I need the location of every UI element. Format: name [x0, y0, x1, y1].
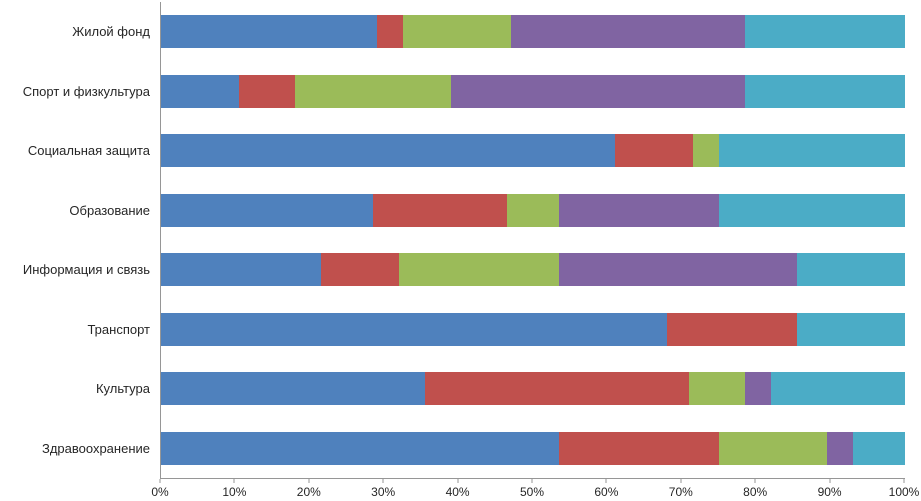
stacked-bar	[161, 134, 905, 168]
stacked-bar	[161, 372, 905, 406]
x-tick-mark	[382, 479, 384, 483]
stacked-bar	[161, 193, 905, 227]
x-tick-label: 0%	[151, 485, 169, 499]
category-label: Здравоохранение	[41, 440, 150, 456]
y-axis-labels: Жилой фонд Спорт и физкультура Социальная …	[0, 2, 150, 478]
bar-segment-purple	[510, 15, 746, 49]
x-tick-label: 40%	[445, 485, 470, 499]
bar-row	[161, 300, 905, 360]
bar-row	[161, 121, 905, 181]
stacked-bar	[161, 253, 905, 287]
bar-segment-blue	[161, 15, 377, 49]
bar-segment-blue	[161, 134, 615, 168]
bar-segment-green	[294, 74, 452, 108]
bar-segment-blue	[161, 74, 240, 108]
bar-segment-purple	[559, 193, 719, 227]
x-axis: 0% 10% 20% 30% 40% 50% 60% 70% 80% 90% 100%	[151, 479, 919, 501]
x-tick-label: 60%	[594, 485, 619, 499]
x-tick-mark	[754, 479, 756, 483]
x-tick-mark	[159, 479, 161, 483]
bar-segment-blue	[161, 431, 560, 465]
category-label: Информация и связь	[22, 262, 150, 278]
bar-segment-green	[692, 134, 719, 168]
bar-segment-red	[425, 372, 690, 406]
bar-segment-red	[239, 74, 295, 108]
x-tick-mark	[680, 479, 682, 483]
bar-segment-red	[559, 431, 719, 465]
x-tick-label: 90%	[817, 485, 842, 499]
x-tick-mark	[829, 479, 831, 483]
x-tick-mark	[531, 479, 533, 483]
x-tick-label: 70%	[668, 485, 693, 499]
bar-segment-teal	[745, 15, 905, 49]
bar-segment-red	[614, 134, 693, 168]
category-label: Культура	[95, 381, 150, 397]
bar-row	[161, 419, 905, 479]
plot-area	[160, 2, 905, 479]
category-label: Жилой фонд	[72, 24, 150, 40]
x-tick-label: 30%	[371, 485, 396, 499]
category-label: Транспорт	[87, 321, 150, 337]
bar-segment-green	[506, 193, 560, 227]
bar-segment-red	[376, 15, 403, 49]
bar-segment-red	[666, 312, 798, 346]
bar-segment-teal	[797, 253, 905, 287]
bar-segment-purple	[826, 431, 853, 465]
bar-segment-green	[689, 372, 746, 406]
bar-segment-teal	[797, 312, 905, 346]
bar-segment-purple	[451, 74, 746, 108]
bar-segment-teal	[718, 193, 905, 227]
bar-segment-purple	[745, 372, 772, 406]
category-label: Спорт и физкультура	[22, 83, 150, 99]
x-tick-mark	[605, 479, 607, 483]
bar-segment-teal	[718, 134, 905, 168]
bar-segment-green	[402, 15, 511, 49]
x-tick-label: 100%	[888, 485, 920, 499]
stacked-bar	[161, 15, 905, 49]
x-tick-label: 20%	[296, 485, 321, 499]
bar-segment-blue	[161, 312, 667, 346]
bar-segment-teal	[771, 372, 905, 406]
bar-segment-green	[718, 431, 827, 465]
x-tick-mark	[233, 479, 235, 483]
stacked-bar	[161, 431, 905, 465]
bar-segment-green	[399, 253, 560, 287]
x-tick-label: 10%	[222, 485, 247, 499]
bar-segment-blue	[161, 372, 426, 406]
category-label: Образование	[69, 202, 150, 218]
bar-row	[161, 181, 905, 241]
stacked-bar	[161, 312, 905, 346]
bar-segment-blue	[161, 193, 374, 227]
bar-row	[161, 359, 905, 419]
bar-segment-purple	[559, 253, 798, 287]
x-tick-label: 80%	[743, 485, 768, 499]
bar-row	[161, 2, 905, 62]
x-tick-label: 50%	[519, 485, 545, 499]
x-tick-mark	[903, 479, 905, 483]
bar-segment-teal	[745, 74, 905, 108]
bar-segment-blue	[161, 253, 321, 287]
category-label: Социальная защита	[27, 143, 150, 159]
bar-row	[161, 62, 905, 122]
bar-segment-red	[320, 253, 400, 287]
bar-row	[161, 240, 905, 300]
x-tick-mark	[308, 479, 310, 483]
bar-segment-teal	[852, 431, 905, 465]
bar-segment-red	[373, 193, 507, 227]
x-tick-mark	[457, 479, 459, 483]
stacked-bar	[161, 74, 905, 108]
